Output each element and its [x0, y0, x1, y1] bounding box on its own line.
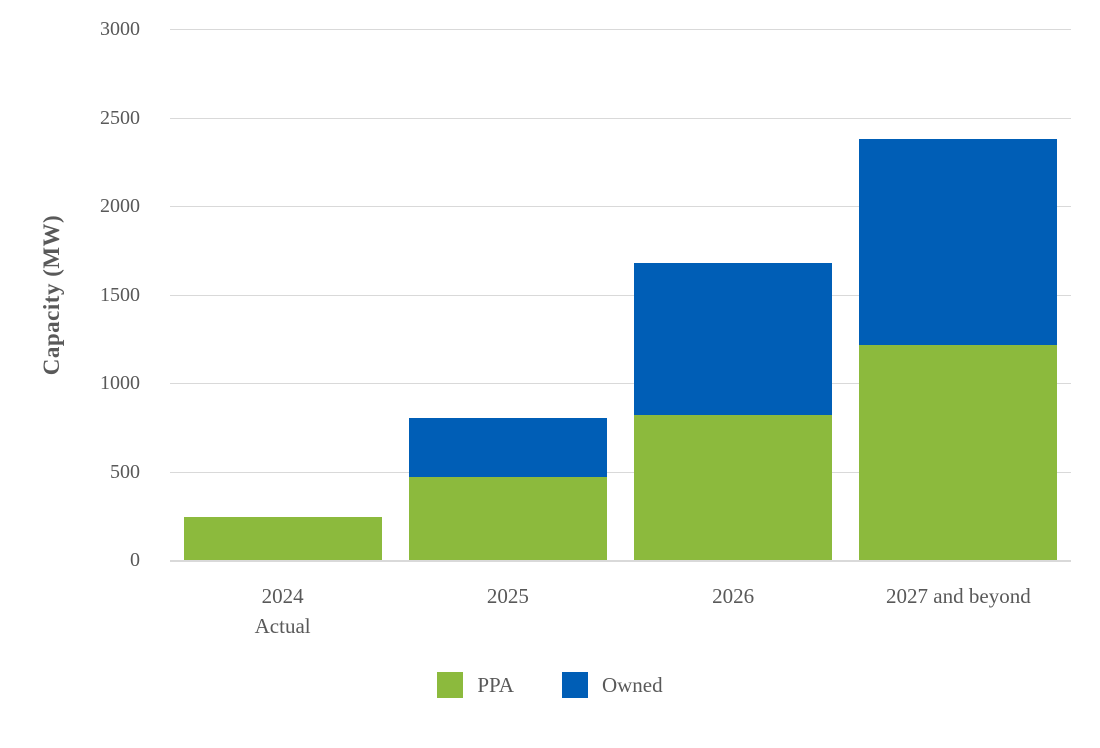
bar-segment-owned-2025: [408, 418, 607, 477]
y-tick-label-0: 0: [130, 549, 140, 571]
x-axis-baseline: [170, 560, 1071, 562]
y-tick-label-2500: 2500: [100, 106, 140, 129]
bar-segment-ppa-2026: [634, 414, 833, 560]
gridline-1500: [170, 294, 1071, 296]
gridline-1000: [170, 383, 1071, 384]
gridline-2500: [170, 117, 1071, 119]
y-tick-label-1500: 1500: [100, 283, 140, 306]
bar-segment-ppa-2025: [408, 476, 607, 560]
y-tick-label-3000: 3000: [100, 18, 140, 40]
bar-segment-ppa-2024: [183, 516, 382, 560]
legend-item-ppa: PPA: [437, 672, 514, 698]
gridline-2000: [170, 206, 1071, 207]
y-tick-label-1000: 1000: [100, 372, 140, 394]
x-axis-label-2025: 2025: [395, 581, 620, 611]
legend: PPA Owned: [0, 672, 1100, 698]
legend-item-owned: Owned: [561, 672, 663, 698]
x-axis-label-line2: Actual: [254, 614, 311, 638]
y-tick-label-2000: 2000: [100, 195, 140, 217]
x-axis-label-2024: 2024 Actual: [170, 581, 395, 641]
x-axis-label-line1: 2024: [261, 584, 304, 608]
legend-swatch-ppa: [437, 672, 464, 698]
x-axis-label-2027-and-beyond: 2027 and beyond: [846, 581, 1071, 611]
x-axis-label-line1: 2025: [486, 584, 529, 608]
gridline-500: [170, 471, 1071, 473]
x-axis-label-line1: 2026: [712, 584, 755, 608]
y-tick-label-500: 500: [110, 460, 140, 483]
bar-segment-owned-2027-and-beyond: [859, 138, 1058, 345]
x-axis-label-line1: 2027 and beyond: [886, 584, 1031, 608]
legend-swatch-owned: [561, 672, 588, 698]
legend-label-ppa: PPA: [477, 672, 514, 697]
x-axis-label-2026: 2026: [621, 581, 846, 611]
gridline-3000: [170, 29, 1071, 30]
legend-label-owned: Owned: [601, 672, 663, 697]
bar-segment-owned-2026: [634, 262, 833, 415]
bar-segment-ppa-2027-and-beyond: [859, 344, 1058, 560]
